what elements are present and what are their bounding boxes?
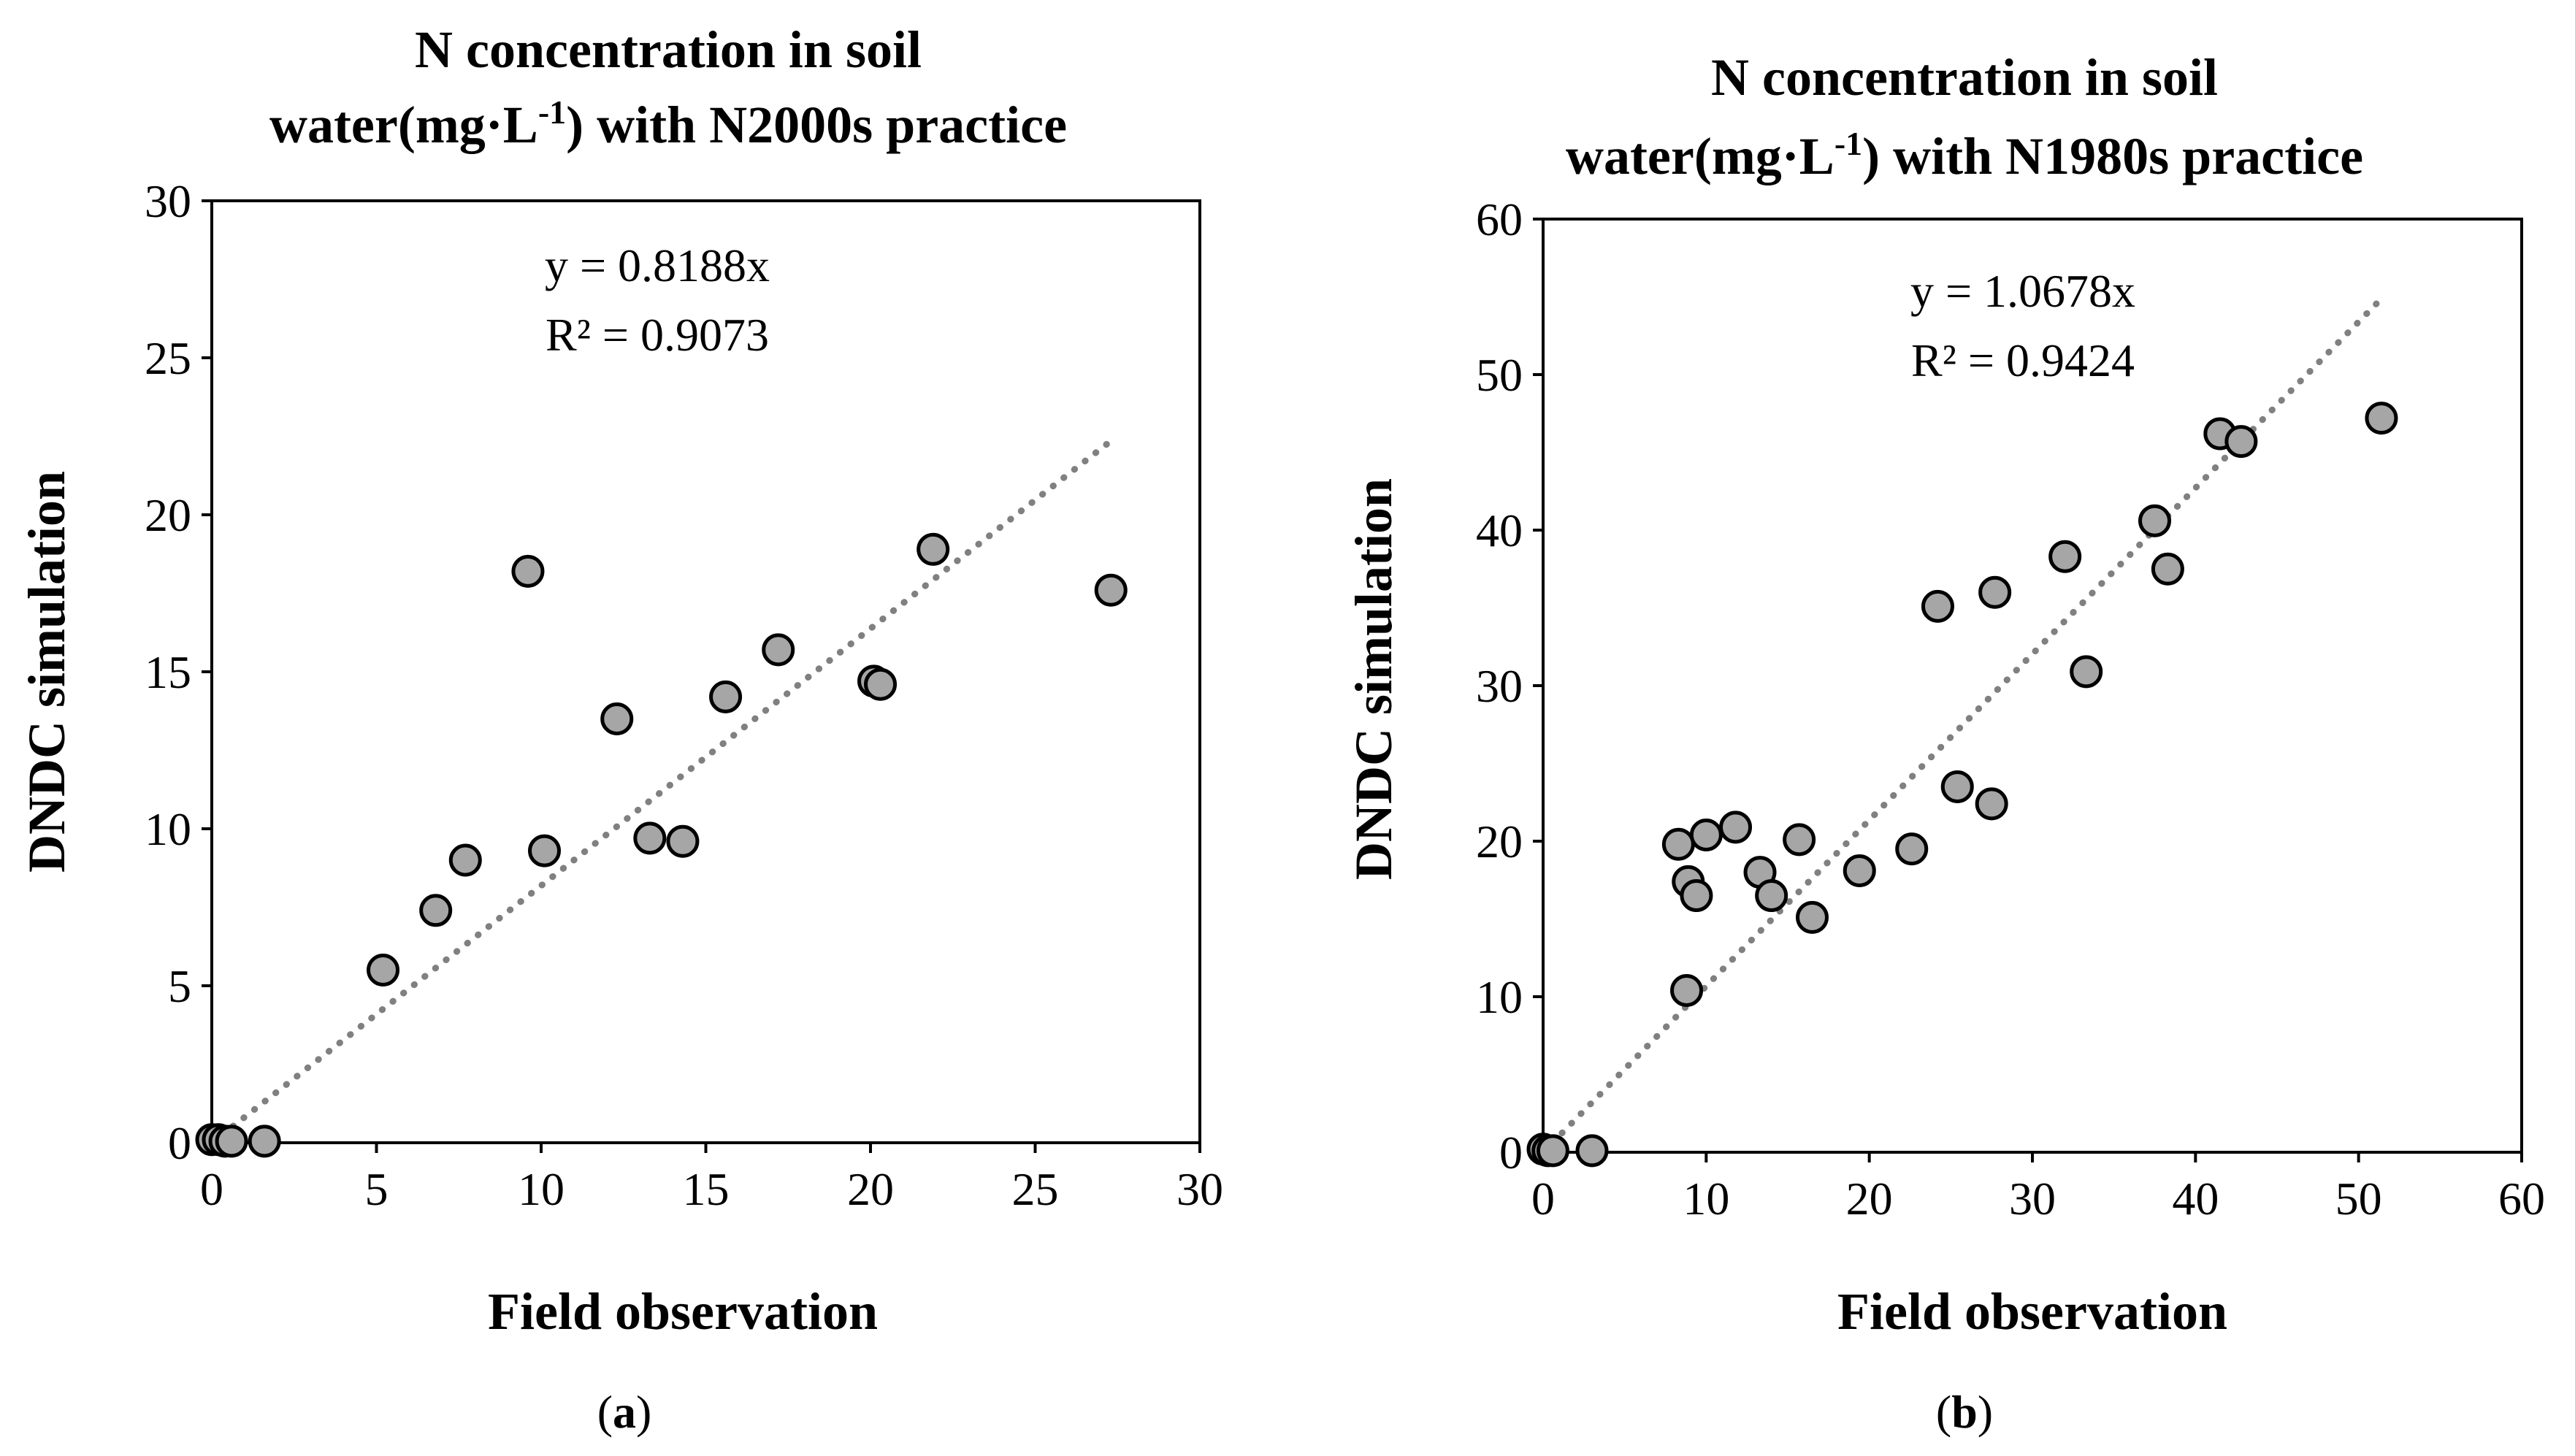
- scatter-point: [2070, 655, 2103, 689]
- y-tick-label: 50: [1476, 349, 1523, 401]
- scatter-point: [1940, 770, 1974, 803]
- scatter-point: [864, 667, 898, 701]
- y-tick-label: 40: [1476, 505, 1523, 556]
- scatter-point: [448, 843, 482, 877]
- scatter-point: [2365, 402, 2398, 435]
- scatter-point: [528, 834, 562, 867]
- x-axis-title: Field observation: [488, 1282, 878, 1341]
- chart-title-line2: water(mg·L-1) with N1980s practice: [1566, 125, 2363, 185]
- x-axis: 0 10 20 30 40 50 60: [1531, 1152, 2545, 1225]
- x-tick-label: 30: [1176, 1163, 1223, 1215]
- x-tick-label: 25: [1012, 1163, 1059, 1215]
- x-tick-label: 10: [1683, 1173, 1729, 1225]
- chart-title-line1: N concentration in soil: [1711, 48, 2218, 107]
- y-axis: 0 10 20 30 40 50 60: [1476, 194, 1543, 1179]
- scatter-point: [2224, 425, 2258, 459]
- scatter-point: [248, 1124, 281, 1158]
- y-tick-label: 10: [145, 803, 191, 855]
- x-tick-label: 0: [1531, 1173, 1555, 1225]
- scatter-point: [917, 532, 950, 566]
- x-tick-label: 50: [2335, 1173, 2382, 1225]
- y-axis-title: DNDC simulation: [18, 471, 76, 873]
- scatter-point: [1843, 854, 1876, 887]
- scatter-point: [1661, 827, 1695, 861]
- y-tick-label: 0: [1499, 1127, 1523, 1179]
- x-tick-label: 20: [847, 1163, 894, 1215]
- scatter-point: [2151, 552, 2184, 586]
- data-points: [1526, 402, 2398, 1168]
- scatter-point: [419, 894, 453, 927]
- x-tick-label: 30: [2009, 1173, 2056, 1225]
- y-tick-label: 20: [145, 489, 191, 541]
- trendline: [208, 434, 1118, 1146]
- chart-panel-b: N concentration in soil water(mg·L-1) wi…: [1344, 48, 2545, 1438]
- scatter-point: [2048, 540, 2082, 573]
- scatter-point: [633, 821, 667, 855]
- scatter-point: [1575, 1134, 1609, 1168]
- scatter-point: [1796, 900, 1829, 934]
- y-tick-label: 15: [145, 646, 191, 698]
- y-tick-label: 30: [145, 175, 191, 227]
- scatter-point: [1895, 832, 1929, 866]
- y-tick-label: 30: [1476, 660, 1523, 712]
- scatter-point: [511, 554, 545, 588]
- scatter-point: [215, 1124, 248, 1158]
- trendline: [1539, 295, 2385, 1156]
- x-tick-label: 5: [365, 1163, 389, 1215]
- y-tick-label: 10: [1476, 971, 1523, 1023]
- scatter-point: [1719, 811, 1753, 844]
- y-tick-label: 25: [145, 332, 191, 384]
- x-tick-label: 40: [2172, 1173, 2219, 1225]
- y-tick-label: 0: [168, 1117, 191, 1169]
- chart-panel-a: N concentration in soil water(mg·L-1) wi…: [18, 20, 1223, 1438]
- x-tick-label: 15: [683, 1163, 730, 1215]
- data-points: [195, 532, 1128, 1158]
- chart-title-line2: water(mg·L-1) with N2000s practice: [269, 93, 1067, 154]
- scatter-point: [666, 824, 700, 858]
- y-tick-label: 20: [1476, 816, 1523, 867]
- y-tick-label: 60: [1476, 194, 1523, 245]
- r-squared: R² = 0.9073: [546, 309, 769, 361]
- scatter-point: [1975, 787, 2008, 821]
- trendline-layer: [1539, 295, 2385, 1156]
- scatter-point: [2138, 504, 2171, 537]
- x-tick-label: 10: [518, 1163, 565, 1215]
- scatter-point: [1689, 818, 1723, 851]
- scatter-point: [1680, 879, 1713, 913]
- regression-equation: y = 0.8188x: [545, 240, 770, 291]
- y-axis: 0 5 10 15 20 25 30: [145, 175, 212, 1169]
- trendline-layer: [208, 434, 1118, 1146]
- scatter-point: [1978, 575, 2012, 609]
- regression-equation: y = 1.0678x: [1910, 265, 2135, 317]
- scatter-point: [1783, 823, 1816, 857]
- scatter-point: [762, 633, 795, 667]
- x-tick-label: 0: [200, 1163, 223, 1215]
- x-tick-label: 20: [1846, 1173, 1893, 1225]
- chart-title-line1: N concentration in soil: [415, 20, 922, 79]
- panel-label: (a): [597, 1386, 652, 1438]
- y-tick-label: 5: [168, 960, 191, 1012]
- r-squared: R² = 0.9424: [1911, 334, 2135, 386]
- scatter-point: [600, 702, 634, 735]
- x-axis-title: Field observation: [1837, 1282, 2227, 1341]
- x-axis: 0 5 10 15 20 25 30: [200, 1143, 1223, 1215]
- scatter-point: [1670, 973, 1704, 1007]
- scatter-point: [1755, 879, 1788, 913]
- panel-label: (b): [1936, 1386, 1993, 1438]
- x-tick-label: 60: [2498, 1173, 2545, 1225]
- y-axis-title: DNDC simulation: [1344, 478, 1403, 880]
- scatter-point: [1094, 573, 1128, 607]
- scatter-point: [1921, 589, 1954, 623]
- scatter-point: [367, 954, 400, 986]
- scatter-point: [1536, 1134, 1569, 1168]
- scatter-point: [709, 680, 743, 713]
